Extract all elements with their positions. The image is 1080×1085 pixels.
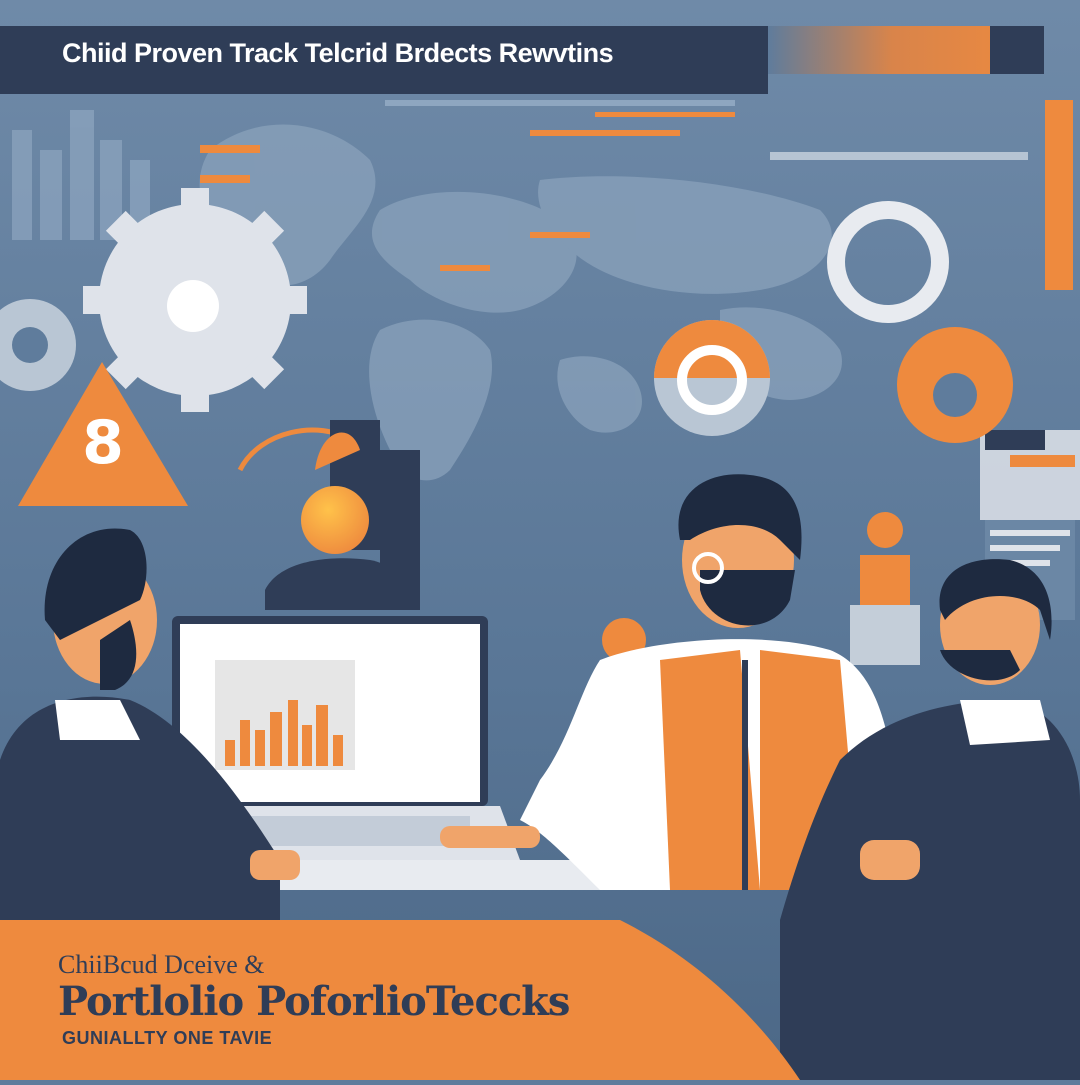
footer-title: Portlolio PoforlioTeccks xyxy=(58,978,570,1025)
gear-icon xyxy=(83,188,307,412)
header-banner xyxy=(0,26,768,94)
warning-triangle-icon xyxy=(18,362,188,506)
person-left-illustration xyxy=(0,528,300,930)
target-icon xyxy=(654,320,770,436)
small-gear-icon xyxy=(0,299,76,391)
footer-panel xyxy=(0,920,800,1080)
header-accent-block xyxy=(990,26,1044,74)
warning-badge-number: 8 xyxy=(82,408,124,478)
ring-icon xyxy=(827,201,949,323)
footer-tagline: GUNIALLTY ONE TAVIE xyxy=(62,1028,273,1048)
person-right-illustration xyxy=(780,559,1080,1080)
header-title: Chiid Proven Track Telcrid Brdects Rewvt… xyxy=(62,38,614,68)
footer-subtitle: ChiiBcud Dceive & xyxy=(58,950,265,979)
footer-title-main: Portlolio xyxy=(58,978,244,1025)
support-robot-icon xyxy=(237,420,420,610)
donut-chart-icon xyxy=(897,327,1013,443)
person-center-illustration xyxy=(440,474,900,890)
background-ui-lines xyxy=(200,100,1080,620)
footer-title-accent: PoforlioTeccks xyxy=(256,978,570,1025)
background-figure-icon xyxy=(850,512,920,665)
